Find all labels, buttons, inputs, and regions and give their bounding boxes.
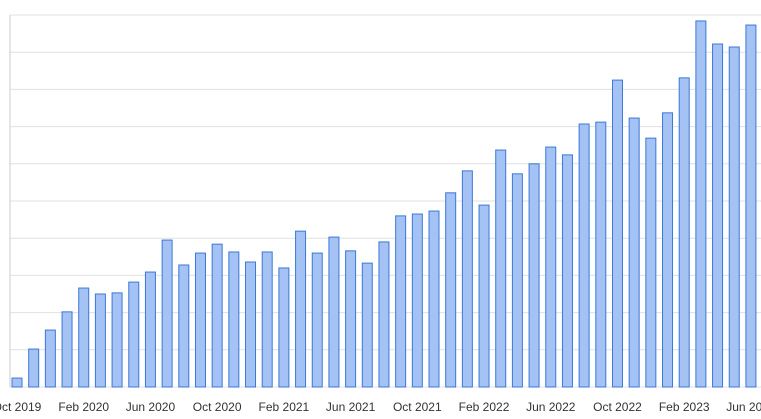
bar [278,267,290,388]
bar [111,292,123,388]
x-tick-label: Jun 2023 [726,400,761,414]
bar [94,293,106,388]
x-tick-label: Oct 2021 [393,400,442,414]
bar [728,46,740,388]
x-tick-label: Oct 2020 [193,400,242,414]
bar [378,241,390,388]
bar [461,170,473,388]
bar [411,213,423,388]
bar [662,112,674,388]
bar [28,348,40,388]
bar [478,204,490,388]
bar [645,137,657,388]
bar [445,192,457,388]
bar [528,163,540,388]
bar [695,20,707,388]
bar [428,210,440,388]
bar [395,215,407,388]
x-tick-label: Oct 2022 [593,400,642,414]
bar [44,329,56,388]
bar [745,24,757,388]
bar [295,230,307,388]
bar [261,251,273,388]
bar [11,377,23,388]
bar [128,281,140,388]
x-tick-label: Feb 2020 [58,400,109,414]
bar [194,252,206,388]
bar [678,77,690,388]
bar [495,149,507,388]
x-tick-label: Feb 2023 [659,400,710,414]
bar [511,173,523,388]
bar [712,43,724,388]
x-tick-label: Jun 2020 [126,400,176,414]
bar [78,287,90,388]
bar [328,236,340,388]
bar [561,154,573,388]
bar [611,79,623,388]
x-tick-label: Feb 2021 [259,400,310,414]
bar [545,146,557,388]
bar [144,271,156,388]
bar [61,311,73,388]
x-tick-label: Jun 2022 [526,400,576,414]
bar [245,261,257,388]
bar [178,264,190,388]
bar [628,117,640,388]
x-tick-label: Feb 2022 [459,400,510,414]
x-tick-label: Jun 2021 [326,400,376,414]
bar [595,121,607,388]
bar [361,262,373,388]
x-tick-label: Oct 2019 [0,400,42,414]
bar [578,123,590,388]
bar [228,251,240,388]
bar [345,250,357,388]
bar [161,239,173,388]
bar [311,252,323,388]
bar [211,243,223,388]
